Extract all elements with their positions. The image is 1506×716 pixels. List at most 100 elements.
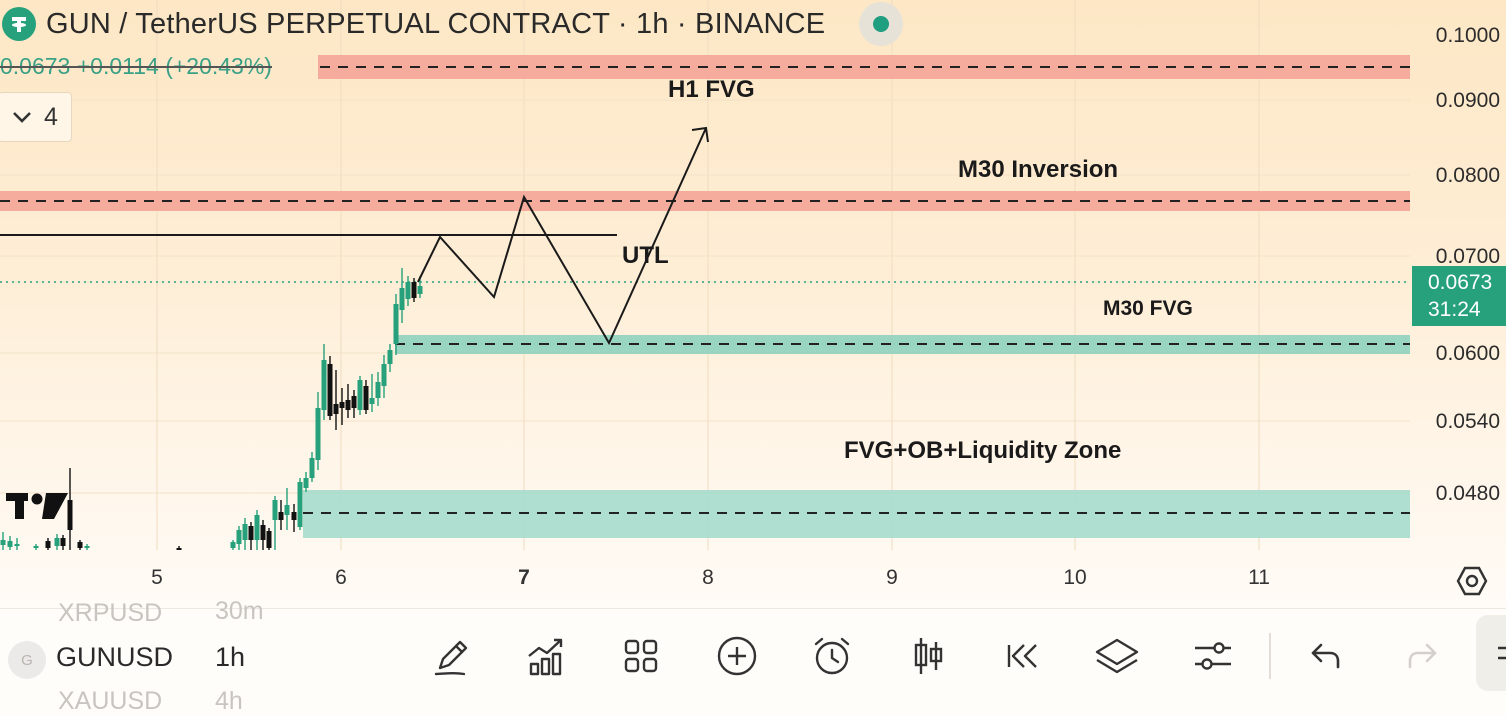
h1-fvg-label: H1 FVG [668, 76, 755, 103]
time-axis-label: 6 [335, 566, 347, 589]
candle-body [284, 505, 290, 515]
time-axis-label: 11 [1248, 566, 1270, 589]
candle-body [33, 546, 39, 548]
price-chart[interactable] [0, 0, 1506, 608]
market-status-indicator[interactable] [859, 2, 904, 46]
menu-lines-icon [1498, 646, 1506, 660]
layout-grid-icon[interactable] [617, 632, 665, 680]
candle-body [248, 526, 254, 540]
candle-body [393, 304, 399, 344]
undo-icon[interactable] [1302, 632, 1350, 680]
chevron-down-icon [13, 112, 31, 123]
candle-body [230, 542, 236, 548]
time-axis-label: 5 [151, 566, 163, 589]
candle-body [399, 288, 405, 310]
candle-body [411, 282, 417, 298]
candle-body [369, 398, 375, 404]
candle-body [266, 531, 272, 548]
candle-body [54, 538, 60, 546]
candle-body [381, 364, 387, 386]
candle-body [242, 524, 248, 540]
price-axis-label: 0.1000 [1435, 24, 1500, 47]
candle-body [345, 400, 351, 410]
tether-logo-icon [2, 7, 36, 41]
bottom-toolbar: XRPUSD 30m XAUUSD 4h [0, 597, 1506, 715]
candle-body [278, 512, 284, 520]
price-change-readout: 0.0673 +0.0114 (+20.43%) [0, 53, 272, 79]
price-axis-label: 0.0540 [1435, 410, 1500, 433]
m30-inversion-label: M30 Inversion [958, 156, 1119, 183]
candlestick-series [0, 268, 423, 550]
m30-fvg-label: M30 FVG [1103, 297, 1193, 320]
candle-body [303, 478, 309, 488]
indicators-collapse-button[interactable]: 4 [0, 92, 72, 142]
bar-countdown: 31:24 [1428, 298, 1481, 321]
candle-body [315, 408, 321, 460]
layers-icon[interactable] [1093, 632, 1141, 680]
chart-area[interactable]: GUN / TetherUS PERPETUAL CONTRACT · 1h ·… [0, 0, 1506, 608]
time-axis-label: 8 [702, 566, 714, 589]
horizontal-grid [0, 99, 1410, 494]
candle-body [321, 360, 327, 410]
current-price-value: 0.0673 [1428, 271, 1493, 294]
candle-body [309, 458, 315, 478]
candle-body [291, 512, 297, 520]
title-bar: GUN / TetherUS PERPETUAL CONTRACT · 1h ·… [0, 2, 904, 46]
watchlist-interval-next[interactable]: 4h [215, 687, 243, 715]
watchlist-symbol-next[interactable]: XAUUSD [58, 687, 163, 715]
indicator-count: 4 [44, 102, 58, 131]
liquidity-zone-label: FVG+OB+Liquidity Zone [844, 437, 1122, 464]
toolbar-separator [1269, 633, 1271, 679]
more-menu-button[interactable] [1476, 615, 1506, 691]
market-open-dot-icon [873, 16, 890, 32]
candle-body [7, 541, 13, 547]
candle-body [405, 282, 411, 299]
projection-arrowhead [691, 126, 709, 143]
price-axis-label: 0.0480 [1435, 482, 1500, 505]
chart-settings-hexagon-icon[interactable] [1456, 565, 1488, 602]
watchlist-symbol-prev[interactable]: XRPUSD [58, 599, 163, 627]
pencil-icon[interactable] [428, 632, 476, 680]
tradingview-logo-icon [6, 489, 68, 528]
redo-icon [1398, 632, 1446, 680]
replay-icon[interactable] [998, 632, 1046, 680]
candle-body [84, 546, 90, 548]
candle-body [339, 402, 345, 408]
add-circle-icon[interactable] [713, 632, 761, 680]
candle-body [254, 515, 260, 540]
symbol-avatar: G [8, 641, 46, 679]
candle-body [272, 500, 278, 520]
watchlist-interval-prev[interactable]: 30m [215, 597, 264, 625]
candle-body [351, 396, 357, 408]
current-price-tag: 0.0673 31:24 [1412, 266, 1506, 326]
candle-body [176, 548, 182, 550]
candle-body [333, 404, 339, 414]
indicators-icon[interactable] [521, 632, 569, 680]
candle-body [297, 482, 303, 527]
candle-body [45, 541, 51, 548]
price-axis-label: 0.0800 [1435, 164, 1500, 187]
price-axis-label: 0.0900 [1435, 89, 1500, 112]
price-axis-label: 0.0600 [1435, 342, 1500, 365]
candle-body [260, 525, 266, 540]
active-symbol[interactable]: GUNUSD [56, 642, 174, 672]
time-axis-label: 10 [1063, 566, 1087, 589]
time-axis-label: 9 [886, 566, 898, 589]
vertical-grid [156, 0, 1260, 550]
utl-label: UTL [622, 242, 669, 269]
candle-body [60, 538, 66, 546]
candle-body [14, 544, 20, 546]
projection-path[interactable] [417, 127, 707, 346]
alarm-icon[interactable] [808, 632, 856, 680]
candle-body [387, 350, 393, 364]
price-axis-label: 0.0700 [1435, 245, 1500, 268]
candle-body [375, 382, 381, 398]
active-interval[interactable]: 1h [215, 642, 246, 672]
candle-type-icon[interactable] [904, 632, 952, 680]
candle-body [236, 530, 242, 544]
settings-sliders-icon[interactable] [1189, 632, 1237, 680]
candle-body [0, 540, 6, 545]
candle-body [417, 286, 423, 294]
candle-body [327, 364, 333, 416]
time-axis-label: 7 [518, 566, 530, 589]
